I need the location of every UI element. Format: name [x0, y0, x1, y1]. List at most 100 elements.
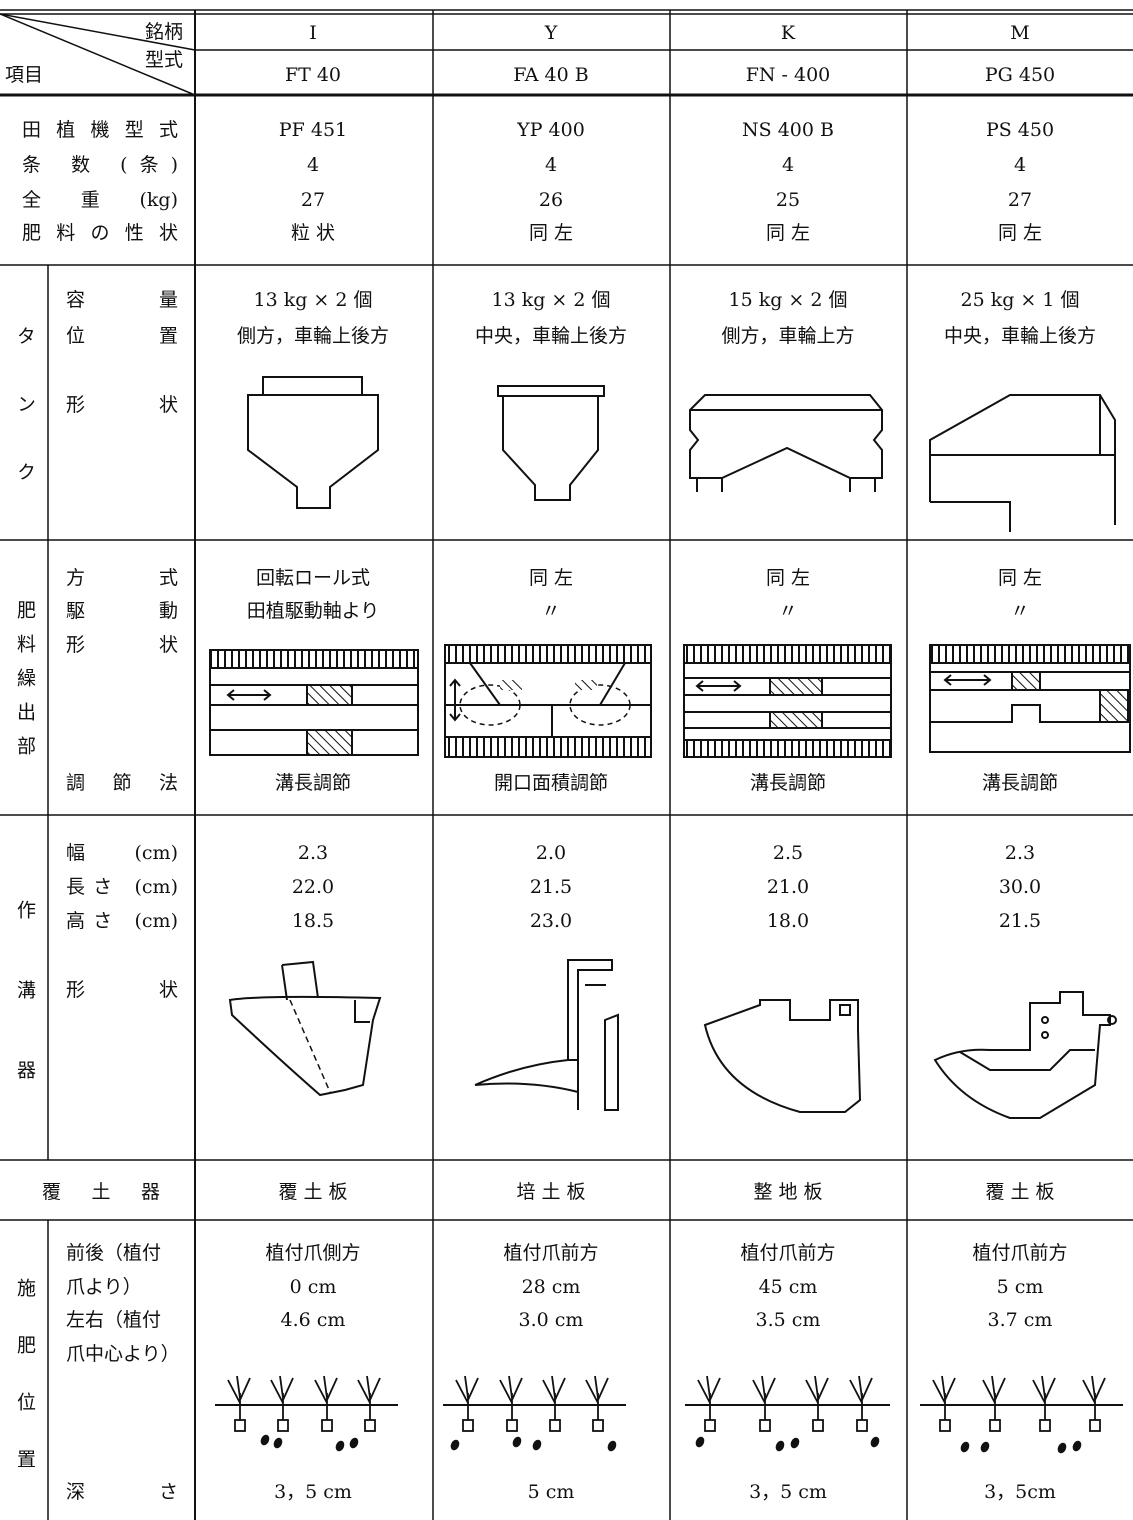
group-label: 作溝器 — [14, 900, 36, 1140]
cell-value: 覆 土 板 — [278, 1181, 348, 1203]
cell-value: 30.0 — [998, 876, 1042, 898]
cell-value: 4.6 cm — [280, 1309, 346, 1331]
cell-value: PS 450 — [985, 119, 1055, 141]
plant-part — [982, 1375, 1006, 1420]
row-label: 形状 — [66, 394, 178, 416]
model: FN - 400 — [745, 64, 831, 86]
cell-value: 21.5 — [529, 876, 573, 898]
cell-value: 15 kg × 2 個 — [728, 289, 848, 311]
plant-part — [455, 1375, 479, 1420]
cell-value: 〃 — [1010, 600, 1030, 622]
cell-value: 5 cm — [527, 1481, 575, 1503]
plant-part — [506, 1419, 518, 1432]
plant-part — [697, 1375, 721, 1420]
plant-part — [542, 1375, 566, 1420]
plant-part — [812, 1419, 824, 1432]
cell-value: 同 左 — [765, 222, 811, 244]
cell-value: 25 kg × 1 個 — [960, 289, 1080, 311]
row-label: 肥料の性状 — [22, 222, 178, 244]
plant-part — [314, 1375, 338, 1420]
cell-value: 同 左 — [997, 567, 1043, 589]
cell-value: 21.0 — [766, 876, 810, 898]
tank-drawings — [247, 376, 1116, 532]
cell-value: 3，5cm — [984, 1481, 1056, 1503]
row-label: 方式 — [66, 567, 178, 589]
row-label: 長さ (cm) — [66, 876, 178, 898]
plant-part — [512, 1436, 522, 1448]
cell-value: 18.5 — [291, 910, 335, 932]
plant-part — [752, 1375, 776, 1420]
model: FA 40 B — [513, 64, 589, 86]
cell-value: 5 cm — [996, 1276, 1044, 1298]
cell-value: 田植駆動軸より — [246, 600, 380, 622]
row-label: 形状 — [66, 979, 178, 1001]
cell-value: 22.0 — [291, 876, 335, 898]
plant-part — [870, 1436, 880, 1448]
row-label: 覆土器 — [42, 1181, 160, 1203]
plant-part — [462, 1419, 474, 1432]
cell-value: 2.3 — [1004, 842, 1036, 864]
cell-value: 溝長調節 — [749, 772, 826, 794]
cell-value: NS 400 B — [742, 119, 834, 141]
row-label: 調節法 — [66, 772, 178, 794]
cell-value: 側方，車輪上後方 — [236, 325, 389, 347]
plant-part — [695, 1436, 705, 1448]
plant-drawings — [215, 1375, 1123, 1454]
plant-part — [1082, 1375, 1106, 1420]
plant-part — [790, 1437, 800, 1449]
cell-value: 13 kg × 2 個 — [491, 289, 611, 311]
plant-part — [849, 1375, 873, 1420]
cell-value: 溝長調節 — [274, 772, 351, 794]
cell-value: 28 cm — [521, 1276, 581, 1298]
model: FT 40 — [284, 64, 342, 86]
cell-value: 3，5 cm — [749, 1481, 827, 1503]
row-label: 前後（植付爪より） — [66, 1242, 162, 1298]
plant-part — [960, 1441, 970, 1453]
opener-drawings — [228, 959, 1117, 1119]
cell-value: 培 土 板 — [516, 1181, 586, 1203]
plant-part — [1072, 1440, 1082, 1452]
row-label: 幅 (cm) — [66, 842, 178, 864]
cell-value: 25 — [775, 189, 801, 211]
cell-value: 27 — [300, 189, 326, 211]
cell-value: 側方，車輪上方 — [721, 325, 855, 347]
plant-part — [450, 1439, 460, 1451]
cell-value: 中央，車輪上後方 — [474, 325, 627, 347]
brand-label: 銘柄 — [145, 21, 184, 43]
cell-value: 開口面積調節 — [493, 772, 608, 794]
cell-value: 4 — [544, 154, 558, 176]
model: PG 450 — [984, 64, 1056, 86]
plant-part — [980, 1441, 990, 1453]
cell-value: 中央，車輪上後方 — [943, 325, 1096, 347]
plant-part — [273, 1437, 283, 1449]
cell-value: 18.0 — [766, 910, 810, 932]
plant-part — [592, 1419, 604, 1432]
cell-value: 整 地 板 — [753, 1181, 823, 1203]
cell-value: 覆 土 板 — [985, 1181, 1055, 1203]
cell-value: 〃 — [778, 600, 798, 622]
cell-value: 2.0 — [535, 842, 567, 864]
row-label: 駆動 — [66, 600, 178, 622]
cell-value: 3.0 cm — [518, 1309, 584, 1331]
cell-value: PF 451 — [278, 119, 348, 141]
cell-value: 植付爪前方 — [503, 1242, 599, 1264]
plant-part — [585, 1375, 609, 1420]
plant-part — [321, 1419, 333, 1432]
cell-value: 溝長調節 — [981, 772, 1058, 794]
row-label: 容量 — [66, 289, 178, 311]
row-label: 田植機型式 — [22, 119, 178, 141]
cell-value: 4 — [1013, 154, 1027, 176]
plant-part — [1089, 1419, 1101, 1432]
plant-part — [499, 1375, 523, 1420]
cell-value: 3.7 cm — [987, 1309, 1053, 1331]
plant-part — [856, 1419, 868, 1432]
plant-part — [532, 1439, 542, 1451]
row-label: 左右（植付爪中心より） — [66, 1309, 180, 1365]
plant-part — [932, 1375, 956, 1420]
cell-value: 粒 状 — [290, 222, 336, 244]
plant-part — [989, 1419, 1001, 1432]
cell-value: 45 cm — [758, 1276, 818, 1298]
plant-part — [234, 1419, 246, 1432]
model-label: 型式 — [145, 49, 184, 71]
